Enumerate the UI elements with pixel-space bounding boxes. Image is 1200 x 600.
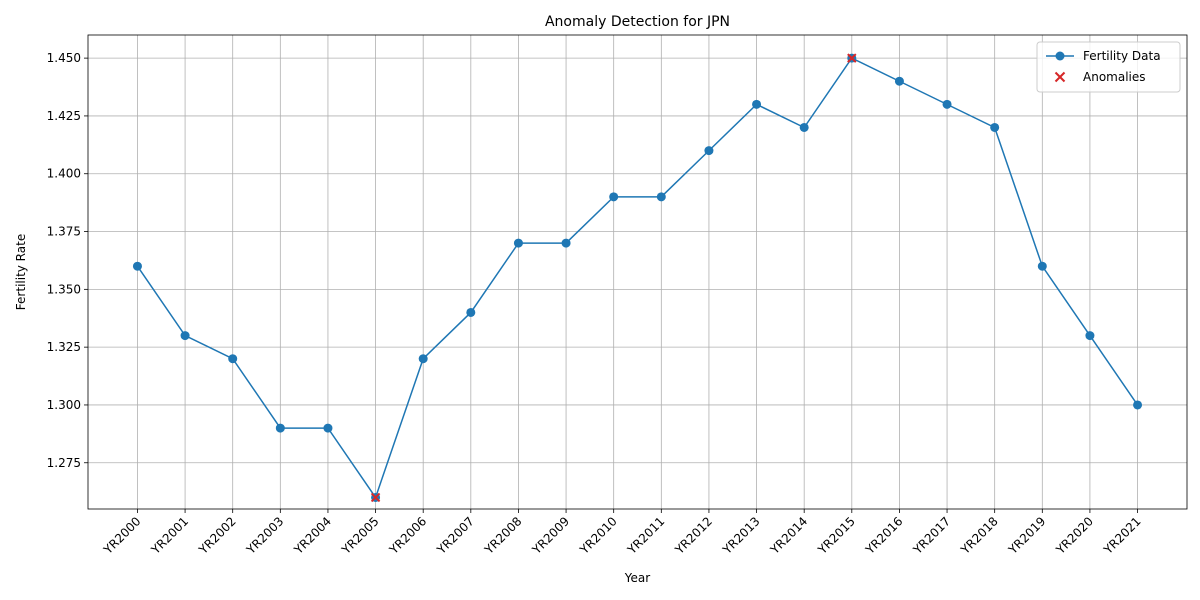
fertility-data-point bbox=[704, 146, 714, 156]
y-axis-title: Fertility Rate bbox=[14, 234, 28, 310]
anomaly-point-stroke bbox=[847, 53, 857, 63]
fertility-data-point bbox=[418, 354, 428, 364]
y-tick-label: 1.400 bbox=[47, 167, 81, 181]
legend: Fertility Data Anomalies bbox=[1036, 41, 1181, 93]
y-tick-label: 1.375 bbox=[47, 225, 81, 239]
plot-frame bbox=[87, 34, 1188, 510]
fertility-data-point bbox=[228, 354, 238, 364]
legend-marker-fertility bbox=[1055, 51, 1065, 61]
x-axis-title: Year bbox=[624, 571, 650, 585]
fertility-data-point bbox=[990, 122, 1000, 132]
y-tick-label: 1.350 bbox=[47, 282, 81, 296]
fertility-data-point bbox=[1133, 400, 1143, 410]
legend-frame bbox=[1036, 41, 1181, 93]
fertility-data-point bbox=[180, 331, 190, 341]
fertility-data-point bbox=[132, 261, 142, 271]
fertility-data-point bbox=[942, 99, 952, 109]
legend-marker-anomalies bbox=[1054, 71, 1066, 83]
y-tick-label: 1.325 bbox=[47, 340, 81, 354]
fertility-data-point bbox=[656, 192, 666, 202]
fertility-data-point bbox=[275, 423, 285, 433]
fertility-data-point bbox=[466, 307, 476, 317]
fertility-data-point bbox=[799, 122, 809, 132]
y-tick-label: 1.300 bbox=[47, 398, 81, 412]
legend-label-fertility: Fertility Data bbox=[1083, 49, 1161, 63]
fertility-data-point bbox=[1085, 331, 1095, 341]
fertility-data-point bbox=[609, 192, 619, 202]
fertility-data-point bbox=[323, 423, 333, 433]
anomaly-point-stroke bbox=[370, 492, 381, 503]
y-tick-label: 1.425 bbox=[47, 109, 81, 123]
fertility-data-point bbox=[894, 76, 904, 86]
fertility-data-point bbox=[752, 99, 762, 109]
anomaly-point bbox=[847, 53, 857, 63]
fertility-data-point bbox=[561, 238, 571, 248]
y-tick-label: 1.275 bbox=[47, 456, 81, 470]
legend-label-anomalies: Anomalies bbox=[1083, 70, 1146, 84]
fertility-data-line bbox=[136, 57, 1139, 500]
fertility-data-point bbox=[513, 238, 523, 248]
fertility-data-point bbox=[1037, 261, 1047, 271]
plot-series bbox=[132, 53, 1143, 503]
chart-title: Anomaly Detection for JPN bbox=[545, 14, 730, 30]
grid-lines bbox=[88, 35, 1187, 509]
y-tick-label: 1.450 bbox=[47, 51, 81, 65]
anomaly-point bbox=[370, 492, 381, 503]
